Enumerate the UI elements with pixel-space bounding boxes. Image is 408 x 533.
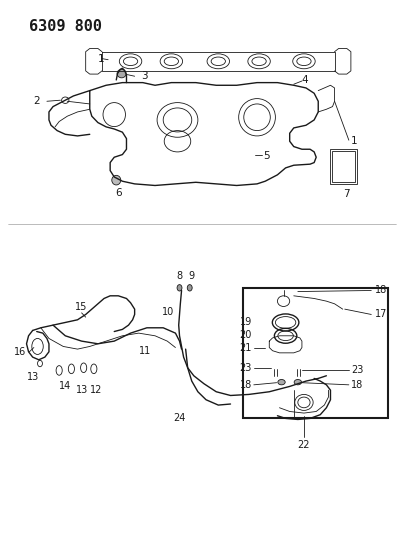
Text: 10: 10	[162, 307, 175, 317]
Text: 9: 9	[188, 271, 194, 281]
Bar	[332, 151, 355, 182]
Text: 13: 13	[75, 385, 88, 395]
Text: 11: 11	[139, 346, 151, 357]
Text: 8: 8	[176, 271, 183, 281]
Text: 21: 21	[239, 343, 252, 352]
Text: 4: 4	[302, 75, 308, 85]
Text: 18: 18	[239, 380, 252, 390]
Text: 7: 7	[344, 189, 350, 199]
Ellipse shape	[187, 285, 192, 291]
Text: 1: 1	[351, 136, 357, 146]
Text: 18: 18	[351, 380, 363, 390]
Text: 23: 23	[239, 363, 252, 373]
Ellipse shape	[278, 379, 285, 385]
Ellipse shape	[177, 285, 182, 291]
Text: 3: 3	[141, 71, 147, 81]
Text: 22: 22	[298, 440, 310, 450]
Bar	[243, 288, 388, 418]
Text: 24: 24	[173, 413, 186, 423]
Text: 12: 12	[90, 385, 102, 395]
Text: 19: 19	[239, 317, 252, 327]
Text: 13: 13	[27, 372, 39, 382]
Ellipse shape	[117, 69, 126, 78]
Text: 2: 2	[33, 96, 40, 106]
Text: 6309 800: 6309 800	[29, 19, 102, 34]
Text: 1: 1	[98, 54, 104, 63]
Ellipse shape	[112, 175, 121, 185]
Text: 20: 20	[239, 330, 252, 340]
Ellipse shape	[294, 379, 302, 385]
Text: 23: 23	[351, 366, 363, 375]
Text: 16: 16	[14, 347, 27, 357]
Bar	[330, 149, 357, 184]
Text: 6: 6	[115, 188, 122, 198]
Text: 18: 18	[375, 286, 388, 295]
Text: 17: 17	[375, 310, 388, 319]
Text: 15: 15	[75, 302, 88, 312]
Text: 5: 5	[263, 151, 270, 160]
Text: 14: 14	[59, 381, 71, 391]
